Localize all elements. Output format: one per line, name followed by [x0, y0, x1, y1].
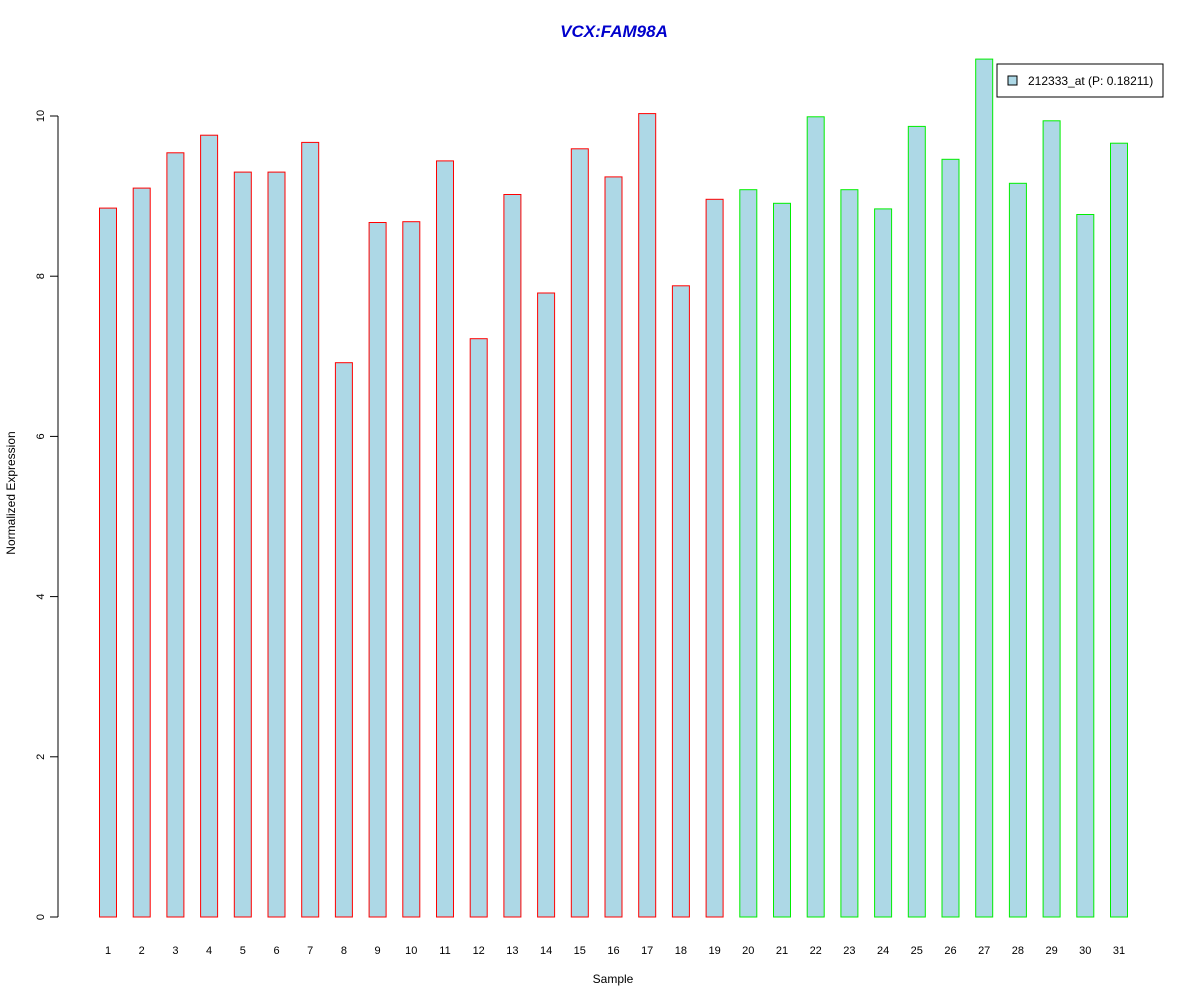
bar-sample-24: [874, 208, 893, 918]
x-tick-label: 23: [843, 945, 855, 957]
x-tick-label: 14: [540, 945, 552, 957]
x-tick-label: 20: [742, 945, 754, 957]
bar-sample-6: [267, 171, 286, 918]
bar-sample-15: [570, 148, 589, 918]
y-axis-label: Normalized Expression: [4, 431, 18, 554]
bar-sample-23: [840, 189, 859, 918]
x-axis-label: Sample: [593, 972, 634, 986]
y-tick-label: 6: [35, 433, 47, 439]
x-tick-label: 16: [607, 945, 619, 957]
bar-sample-10: [402, 221, 421, 918]
x-tick-label: 1: [105, 945, 111, 957]
bar-sample-8: [334, 362, 353, 918]
legend-box: [996, 63, 1164, 98]
y-tick-label: 10: [35, 110, 47, 122]
bar-sample-30: [1076, 214, 1095, 918]
x-tick-label: 30: [1079, 945, 1091, 957]
chart-title: VCX:FAM98A: [560, 22, 668, 41]
bar-sample-17: [638, 113, 657, 918]
x-tick-label: 28: [1012, 945, 1024, 957]
bar-sample-19: [705, 198, 724, 918]
x-tick-label: 15: [574, 945, 586, 957]
y-tick-label: 2: [35, 754, 47, 760]
x-tick-label: 29: [1045, 945, 1057, 957]
bar-sample-9: [368, 222, 387, 918]
bar-sample-22: [806, 116, 825, 918]
x-tick-label: 12: [473, 945, 485, 957]
x-tick-label: 25: [911, 945, 923, 957]
x-tick-label: 27: [978, 945, 990, 957]
bar-sample-14: [537, 292, 556, 918]
x-tick-label: 7: [307, 945, 313, 957]
bar-sample-26: [941, 158, 960, 918]
x-tick-label: 11: [439, 945, 450, 957]
y-tick-label: 8: [35, 273, 47, 279]
legend-swatch: [1007, 75, 1018, 86]
x-tick-label: 2: [139, 945, 145, 957]
bar-sample-2: [132, 187, 151, 918]
x-tick-label: 13: [506, 945, 518, 957]
x-tick-label: 22: [810, 945, 822, 957]
bar-sample-4: [200, 134, 219, 918]
legend-entry-label: 212333_at (P: 0.18211): [1028, 74, 1153, 88]
bar-sample-20: [739, 189, 758, 918]
bar-sample-28: [1008, 182, 1027, 918]
y-tick-label: 0: [35, 914, 47, 920]
bar-sample-13: [503, 194, 522, 918]
x-tick-label: 19: [708, 945, 720, 957]
bar-sample-11: [436, 160, 454, 918]
x-tick-label: 31: [1113, 945, 1125, 957]
x-tick-label: 24: [877, 945, 889, 957]
bar-sample-31: [1110, 142, 1128, 918]
legend: 212333_at (P: 0.18211): [996, 63, 1164, 98]
bar-sample-18: [671, 285, 690, 918]
x-tick-label: 17: [641, 945, 653, 957]
x-tick-labels: 1 2 3 4 5 6 7 8 9 10 11 12 13 14 15 16 17 18 19 20 21 22 23 24 2…: [105, 945, 1125, 957]
x-tick-label: 18: [675, 945, 687, 957]
x-tick-label: 6: [273, 945, 279, 957]
x-tick-label: 9: [375, 945, 381, 957]
x-tick-label: 4: [206, 945, 212, 957]
bars-group: [99, 58, 1128, 918]
bar-sample-21: [773, 202, 791, 918]
bar-sample-25: [907, 125, 926, 918]
y-axis: 0 2 4 6 8 10: [35, 110, 59, 920]
x-tick-label: 8: [341, 945, 347, 957]
bar-sample-7: [301, 141, 320, 918]
bar-sample-1: [99, 207, 117, 918]
x-tick-label: 5: [240, 945, 246, 957]
bar-sample-27: [975, 58, 994, 918]
bar-sample-29: [1042, 120, 1061, 918]
y-tick-label: 4: [35, 594, 47, 600]
x-tick-label: 21: [776, 945, 788, 957]
x-tick-label: 10: [405, 945, 417, 957]
bar-sample-12: [469, 338, 488, 918]
x-tick-label: 26: [944, 945, 956, 957]
bar-sample-16: [604, 176, 623, 918]
bar-sample-5: [233, 171, 252, 918]
x-tick-label: 3: [172, 945, 178, 957]
bar-sample-3: [166, 152, 185, 918]
